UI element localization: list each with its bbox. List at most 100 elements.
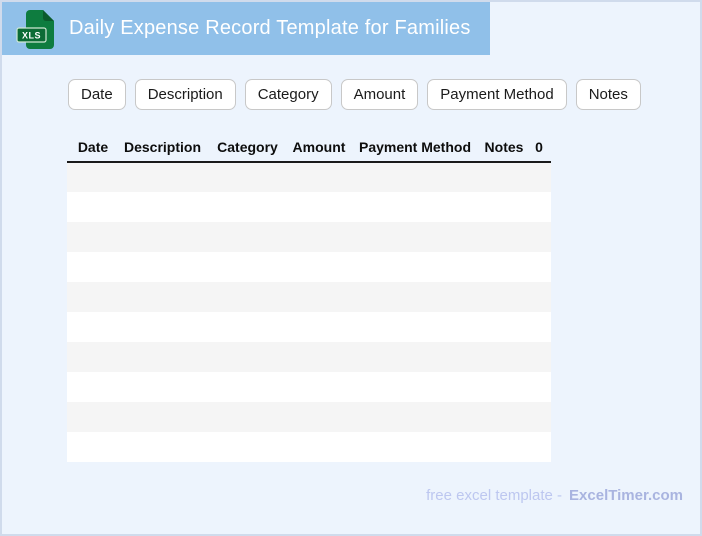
- table-cell: [67, 222, 119, 252]
- table-cell: [289, 282, 349, 312]
- table-cell: [527, 342, 551, 372]
- table-cell: [481, 282, 527, 312]
- chip-amount[interactable]: Amount: [340, 79, 419, 110]
- table-row: [67, 252, 551, 282]
- table-cell: [349, 192, 481, 222]
- table-cell: [527, 312, 551, 342]
- table-cell: [289, 312, 349, 342]
- table-cell: [119, 222, 206, 252]
- footer-brand-link[interactable]: ExcelTimer.com: [569, 487, 683, 504]
- table-cell: [289, 192, 349, 222]
- table-cell: [527, 402, 551, 432]
- chip-payment-method[interactable]: Payment Method: [427, 79, 567, 110]
- table-cell: [527, 162, 551, 192]
- column-header-category: Category: [206, 133, 289, 163]
- table-cell: [349, 372, 481, 402]
- column-header-zero: 0: [527, 133, 551, 163]
- table-cell: [67, 342, 119, 372]
- table-cell: [119, 192, 206, 222]
- table-cell: [527, 432, 551, 462]
- table-cell: [119, 162, 206, 192]
- table-cell: [289, 432, 349, 462]
- table-cell: [289, 402, 349, 432]
- table-body: [67, 162, 551, 462]
- table-cell: [206, 372, 289, 402]
- table-cell: [206, 282, 289, 312]
- table-row: [67, 342, 551, 372]
- table-cell: [481, 432, 527, 462]
- table-cell: [481, 402, 527, 432]
- title-banner: XLS Daily Expense Record Template for Fa…: [2, 2, 490, 55]
- table-cell: [481, 312, 527, 342]
- table-cell: [119, 312, 206, 342]
- table-cell: [349, 312, 481, 342]
- table-cell: [119, 342, 206, 372]
- chip-description[interactable]: Description: [134, 79, 236, 110]
- table-cell: [206, 252, 289, 282]
- table-cell: [206, 342, 289, 372]
- table-cell: [481, 372, 527, 402]
- table-cell: [481, 342, 527, 372]
- field-chips: Date Description Category Amount Payment Met…: [68, 79, 641, 110]
- table-row: [67, 162, 551, 192]
- table-cell: [527, 222, 551, 252]
- column-header-amount: Amount: [289, 133, 349, 163]
- table-cell: [206, 432, 289, 462]
- table-cell: [481, 252, 527, 282]
- table-cell: [119, 432, 206, 462]
- chip-date[interactable]: Date: [68, 79, 126, 110]
- expense-table: Date Description Category Amount Payment Met…: [67, 133, 551, 462]
- table-cell: [67, 282, 119, 312]
- table-row: [67, 282, 551, 312]
- table-cell: [119, 282, 206, 312]
- page-title: Daily Expense Record Template for Famili…: [69, 17, 471, 39]
- expense-table-wrap: Date Description Category Amount Payment Met…: [67, 133, 551, 462]
- table-cell: [527, 282, 551, 312]
- table-row: [67, 402, 551, 432]
- table-cell: [481, 222, 527, 252]
- table-cell: [67, 192, 119, 222]
- table-cell: [67, 432, 119, 462]
- table-row: [67, 222, 551, 252]
- table-cell: [289, 252, 349, 282]
- column-header-date: Date: [67, 133, 119, 163]
- table-cell: [349, 342, 481, 372]
- table-cell: [206, 162, 289, 192]
- table-cell: [289, 222, 349, 252]
- chip-notes[interactable]: Notes: [575, 79, 641, 110]
- table-cell: [349, 432, 481, 462]
- table-cell: [527, 252, 551, 282]
- table-row: [67, 432, 551, 462]
- table-cell: [349, 252, 481, 282]
- table-row: [67, 372, 551, 402]
- chip-category[interactable]: Category: [244, 79, 332, 110]
- xls-icon-label: XLS: [22, 30, 41, 40]
- table-cell: [67, 252, 119, 282]
- table-cell: [119, 252, 206, 282]
- table-cell: [349, 402, 481, 432]
- column-header-payment-method: Payment Method: [349, 133, 481, 163]
- table-cell: [527, 192, 551, 222]
- table-cell: [527, 372, 551, 402]
- footer-text: free excel template -: [426, 487, 563, 504]
- table-row: [67, 192, 551, 222]
- table-cell: [119, 402, 206, 432]
- table-cell: [67, 372, 119, 402]
- table-cell: [481, 162, 527, 192]
- table-cell: [289, 162, 349, 192]
- table-row: [67, 312, 551, 342]
- table-cell: [349, 222, 481, 252]
- table-cell: [289, 372, 349, 402]
- table-cell: [349, 162, 481, 192]
- column-header-description: Description: [119, 133, 206, 163]
- column-header-notes: Notes: [481, 133, 527, 163]
- table-cell: [67, 402, 119, 432]
- table-cell: [206, 312, 289, 342]
- table-header-row: Date Description Category Amount Payment Met…: [67, 133, 551, 163]
- table-cell: [67, 162, 119, 192]
- table-cell: [206, 192, 289, 222]
- table-cell: [67, 312, 119, 342]
- table-cell: [349, 282, 481, 312]
- xls-file-icon: XLS: [16, 9, 54, 49]
- table-cell: [481, 192, 527, 222]
